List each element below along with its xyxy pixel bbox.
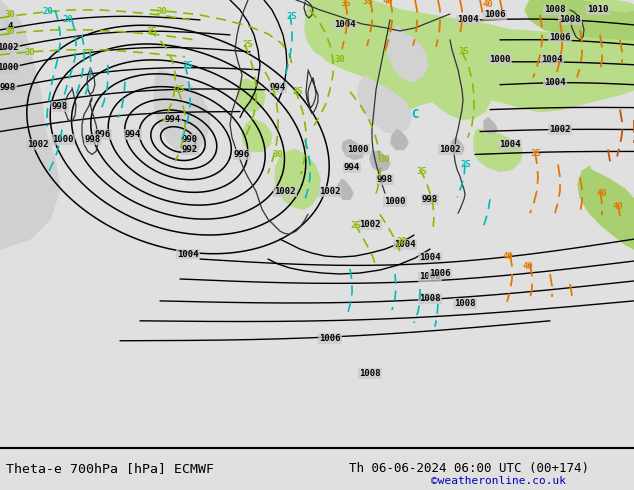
Text: 30: 30 — [397, 237, 408, 245]
Text: 25: 25 — [183, 61, 193, 70]
Text: 1006: 1006 — [484, 10, 506, 20]
Text: 1002: 1002 — [320, 187, 340, 196]
Polygon shape — [328, 0, 395, 72]
Text: 1000: 1000 — [347, 145, 369, 154]
Text: 30: 30 — [335, 55, 346, 64]
Text: 1006: 1006 — [549, 33, 571, 42]
Polygon shape — [154, 70, 210, 154]
Text: 998: 998 — [422, 195, 438, 204]
Text: 1008: 1008 — [454, 299, 476, 308]
Polygon shape — [590, 0, 634, 12]
Text: 1004: 1004 — [544, 78, 566, 87]
Polygon shape — [242, 120, 272, 151]
Text: 1000: 1000 — [384, 197, 406, 206]
Text: 40: 40 — [383, 0, 393, 6]
Text: 1002: 1002 — [27, 140, 49, 149]
Polygon shape — [450, 138, 464, 154]
Text: 4: 4 — [8, 23, 13, 31]
Text: 998: 998 — [52, 102, 68, 111]
Text: 25: 25 — [243, 40, 254, 49]
Text: 40: 40 — [597, 189, 607, 198]
Text: 25: 25 — [146, 27, 157, 36]
Text: 25: 25 — [461, 160, 471, 169]
Text: 1006: 1006 — [419, 272, 441, 281]
Polygon shape — [338, 179, 353, 199]
Polygon shape — [484, 118, 497, 133]
Polygon shape — [391, 129, 408, 149]
Text: 1008: 1008 — [359, 369, 381, 378]
Text: 40: 40 — [503, 251, 514, 261]
Text: 30: 30 — [4, 10, 15, 20]
Text: 994: 994 — [125, 130, 141, 139]
Text: 25: 25 — [174, 85, 185, 94]
Polygon shape — [275, 149, 320, 209]
Text: 1006: 1006 — [429, 270, 451, 278]
Text: 40: 40 — [612, 202, 623, 211]
Text: 20: 20 — [63, 15, 74, 24]
Text: 35: 35 — [363, 0, 373, 6]
Text: 994: 994 — [165, 115, 181, 124]
Text: 996: 996 — [234, 150, 250, 159]
Text: 1002: 1002 — [359, 220, 381, 229]
Text: 40: 40 — [522, 262, 533, 270]
Text: 20: 20 — [42, 7, 53, 17]
Text: 30: 30 — [157, 7, 167, 17]
Polygon shape — [358, 76, 412, 135]
Text: 30: 30 — [380, 155, 391, 164]
Text: 30: 30 — [273, 150, 283, 159]
Text: 1004: 1004 — [178, 249, 198, 259]
Text: 35: 35 — [340, 0, 351, 8]
Text: 994: 994 — [270, 83, 286, 92]
Text: 25: 25 — [351, 220, 361, 230]
Polygon shape — [0, 0, 60, 249]
Text: 1006: 1006 — [320, 334, 340, 343]
Text: 1004: 1004 — [457, 15, 479, 24]
Text: 1010: 1010 — [587, 5, 609, 15]
Text: 1004: 1004 — [394, 240, 416, 248]
Text: 992: 992 — [182, 145, 198, 154]
Text: 1004: 1004 — [334, 21, 356, 29]
Text: 1002: 1002 — [549, 125, 571, 134]
Text: C: C — [411, 108, 418, 121]
Text: 35: 35 — [531, 149, 541, 158]
Text: 1004: 1004 — [541, 55, 563, 64]
Text: 1002: 1002 — [439, 145, 461, 154]
Polygon shape — [415, 60, 490, 120]
Text: 40: 40 — [482, 0, 493, 9]
Text: 1008: 1008 — [544, 5, 566, 15]
Polygon shape — [305, 0, 350, 60]
Polygon shape — [388, 26, 428, 82]
Text: 1004: 1004 — [419, 252, 441, 262]
Text: 998: 998 — [85, 135, 101, 144]
Polygon shape — [525, 0, 634, 40]
Polygon shape — [370, 151, 390, 172]
Text: ©weatheronline.co.uk: ©weatheronline.co.uk — [431, 476, 566, 486]
Text: 998: 998 — [377, 175, 393, 184]
Text: 30: 30 — [25, 49, 36, 57]
Text: 25: 25 — [287, 12, 297, 22]
Text: 994: 994 — [344, 163, 360, 172]
Text: Th 06-06-2024 06:00 UTC (00+174): Th 06-06-2024 06:00 UTC (00+174) — [349, 463, 589, 475]
Text: 30: 30 — [4, 27, 15, 36]
Text: 1004: 1004 — [499, 140, 521, 149]
Text: 1008: 1008 — [419, 294, 441, 303]
Text: Theta-e 700hPa [hPa] ECMWF: Theta-e 700hPa [hPa] ECMWF — [6, 463, 214, 475]
Text: 1002: 1002 — [275, 187, 295, 196]
Text: 1000: 1000 — [489, 55, 511, 64]
Text: 1002: 1002 — [0, 43, 19, 52]
Text: 996: 996 — [95, 130, 111, 139]
Text: 25: 25 — [293, 87, 304, 96]
Text: 1000: 1000 — [0, 63, 19, 72]
Text: 990: 990 — [182, 135, 198, 144]
Text: 998: 998 — [0, 83, 16, 92]
Polygon shape — [238, 80, 265, 112]
Polygon shape — [474, 129, 522, 172]
Polygon shape — [342, 140, 364, 159]
Text: 35: 35 — [417, 167, 427, 176]
Polygon shape — [578, 167, 634, 249]
Text: 1008: 1008 — [559, 15, 581, 24]
Text: 1000: 1000 — [52, 135, 74, 144]
Text: 35: 35 — [458, 48, 469, 56]
Polygon shape — [310, 0, 634, 112]
